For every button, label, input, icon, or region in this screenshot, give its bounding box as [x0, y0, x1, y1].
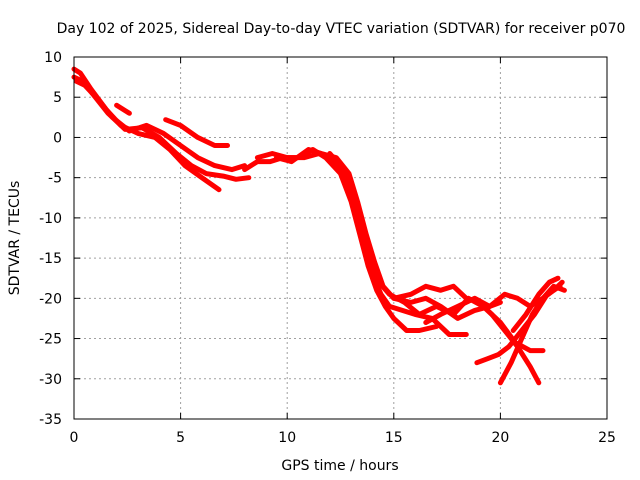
x-tick-label: 25 — [598, 430, 616, 446]
series-arc-13 — [497, 283, 567, 386]
series-arc-4 — [163, 117, 230, 148]
x-tick-label: 15 — [385, 430, 403, 446]
series-arc-14 — [510, 275, 561, 333]
x-axis-label: GPS time / hours — [281, 458, 398, 474]
y-tick-label: -25 — [39, 332, 62, 348]
series-arc-2 — [71, 74, 252, 182]
y-tick-label: -5 — [48, 171, 62, 187]
y-tick-label: -15 — [39, 251, 62, 267]
x-tick-labels: 0 5 10 15 20 25 — [70, 430, 616, 446]
chart-title: Day 102 of 2025, Sidereal Day-to-day VTE… — [57, 21, 626, 37]
y-tick-label: -20 — [39, 291, 62, 307]
series-arc-8 — [274, 147, 503, 321]
y-tick-label: -10 — [39, 211, 62, 227]
x-tick-label: 5 — [176, 430, 185, 446]
y-tick-labels: 10 5 0 -5 -10 -15 -20 -25 -30 -35 — [39, 50, 62, 428]
y-tick-label: 10 — [44, 50, 62, 66]
data-traces — [71, 66, 567, 386]
plot-frame — [73, 56, 608, 420]
y-tick-label: 0 — [53, 130, 62, 146]
axis-ticks — [73, 56, 608, 420]
series-arc-5 — [114, 102, 132, 116]
x-tick-label: 20 — [491, 430, 509, 446]
x-tick-label: 0 — [70, 430, 79, 446]
x-tick-label: 10 — [278, 430, 296, 446]
y-axis-label: SDTVAR / TECUs — [7, 181, 23, 296]
series-arc-3 — [73, 78, 248, 173]
y-tick-label: -30 — [39, 372, 62, 388]
y-tick-label: 5 — [53, 90, 62, 106]
y-tick-label: -35 — [39, 412, 62, 428]
